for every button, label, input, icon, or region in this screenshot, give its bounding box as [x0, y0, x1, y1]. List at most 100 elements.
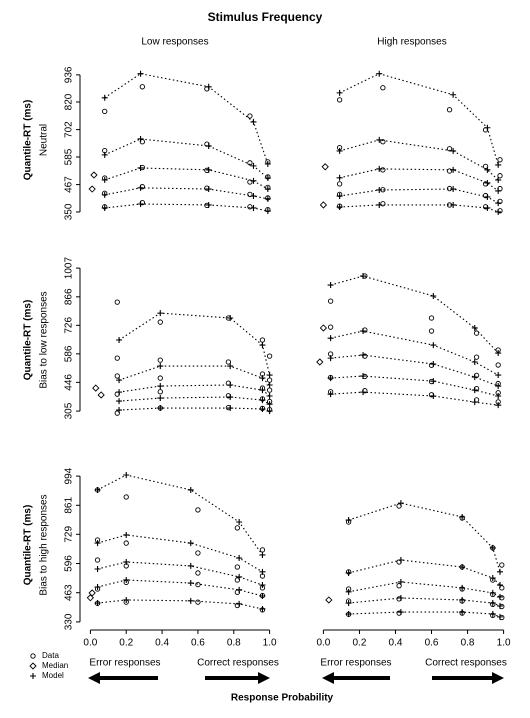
data-point: [482, 192, 489, 199]
data-point: [336, 191, 343, 198]
arrow-label: Correct responses: [425, 658, 507, 669]
data-point: [490, 612, 496, 618]
model-point: [116, 377, 123, 384]
x-tick-label: 0.6: [425, 638, 439, 649]
row-title: Bias to low responses: [39, 291, 50, 388]
model-point: [236, 555, 243, 562]
model-point: [227, 363, 234, 370]
y-tick-label: 463: [64, 584, 75, 601]
model-line: [348, 502, 501, 573]
median-point: [97, 391, 105, 399]
data-point: [139, 199, 146, 206]
model-point: [266, 382, 273, 389]
data-point: [225, 380, 232, 386]
data-point: [139, 164, 146, 171]
data-point: [234, 525, 241, 531]
data-point: [482, 163, 489, 169]
data-point: [495, 399, 501, 405]
model-line: [97, 534, 263, 573]
data-point: [102, 108, 108, 115]
data-point: [362, 327, 368, 333]
model-line: [104, 167, 269, 190]
data-point: [195, 550, 201, 556]
data-point: [499, 562, 505, 568]
data-point: [497, 208, 503, 214]
data-point: [157, 389, 163, 395]
model-point: [327, 282, 334, 289]
data-point: [482, 204, 489, 210]
model-point: [430, 293, 437, 300]
data-point: [336, 97, 343, 103]
x-tick-label: 1.0: [263, 638, 277, 649]
model-point: [495, 176, 502, 183]
data-point: [247, 113, 253, 119]
arrow-label: Error responses: [320, 658, 391, 669]
model-point: [187, 540, 194, 547]
data-point: [459, 564, 465, 570]
model-point: [471, 358, 478, 365]
data-point: [265, 174, 271, 180]
model-line: [330, 354, 499, 387]
data-point: [195, 599, 201, 605]
data-point: [259, 371, 266, 377]
row-title: Bias to high responses: [39, 494, 50, 595]
arrow-label: Correct responses: [197, 658, 279, 669]
data-point: [94, 557, 101, 563]
data-point: [259, 396, 266, 402]
model-point: [471, 324, 478, 331]
model-line: [118, 312, 271, 376]
data-point: [459, 515, 465, 521]
model-point: [495, 372, 502, 379]
data-point: [362, 373, 368, 380]
legend-label: Median: [42, 661, 68, 670]
model-line: [348, 559, 501, 586]
data-point: [327, 298, 334, 304]
y-tick-label: 585: [64, 148, 75, 165]
column-title: High responses: [377, 37, 446, 48]
data-point: [266, 398, 273, 405]
median-point: [90, 171, 98, 179]
data-point: [345, 598, 352, 604]
median-point: [86, 594, 95, 602]
model-point: [157, 395, 164, 402]
median-point: [92, 384, 100, 392]
model-point: [327, 335, 334, 342]
data-point: [495, 390, 501, 396]
data-point: [495, 347, 501, 353]
data-point: [234, 602, 241, 609]
y-axis-label: Quantile-RT (ms): [23, 300, 34, 381]
model-point: [137, 70, 144, 77]
data-point: [380, 187, 386, 193]
legend-marker: [29, 662, 37, 670]
model-line: [104, 73, 269, 165]
model-point: [157, 310, 164, 317]
data-point: [362, 273, 368, 279]
data-point: [123, 540, 129, 546]
data-point: [259, 573, 266, 579]
model-point: [496, 568, 503, 575]
median-point: [321, 163, 329, 171]
data-point: [157, 375, 163, 381]
data-point: [428, 362, 435, 368]
data-point: [499, 595, 505, 601]
data-point: [380, 139, 386, 145]
data-point: [446, 202, 453, 208]
model-point: [495, 161, 502, 168]
data-point: [204, 185, 210, 191]
data-point: [428, 392, 435, 398]
model-point: [266, 372, 273, 379]
data-point: [336, 203, 343, 209]
data-point: [157, 357, 163, 363]
data-point: [265, 184, 271, 191]
data-point: [473, 354, 480, 360]
model-point: [450, 186, 457, 193]
model-line: [330, 375, 499, 397]
model-point: [430, 342, 437, 349]
median-point: [88, 185, 96, 193]
figure-title: Stimulus Frequency: [208, 10, 323, 24]
data-point: [482, 127, 489, 133]
model-point: [250, 118, 257, 125]
data-point: [259, 405, 266, 412]
data-point: [473, 330, 480, 336]
model-line: [119, 396, 270, 405]
